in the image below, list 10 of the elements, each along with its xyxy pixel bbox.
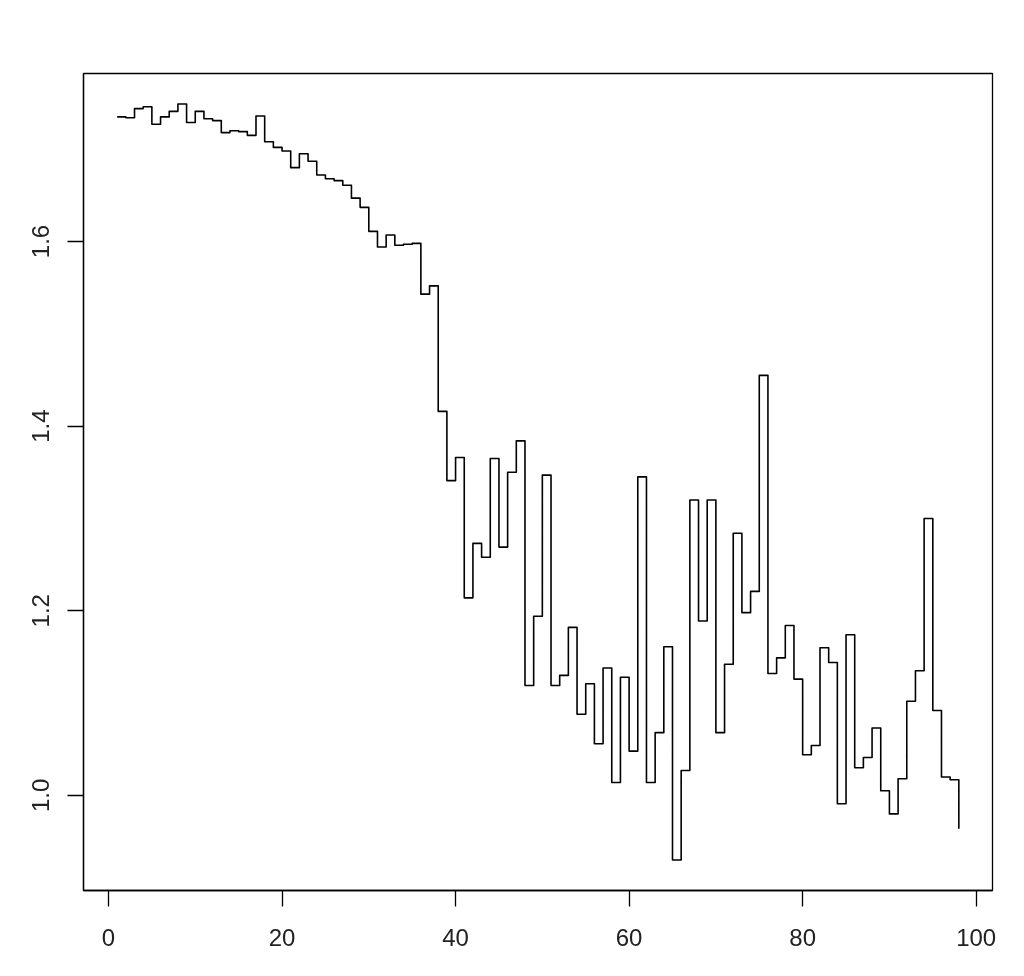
- y-tick-label: 1.6: [27, 224, 55, 259]
- x-tick-label: 40: [442, 923, 469, 951]
- x-tick-label: 80: [789, 923, 816, 951]
- y-tick-label: 1.0: [27, 778, 55, 813]
- x-tick-label: 0: [101, 923, 116, 951]
- y-tick-label: 1.2: [27, 594, 55, 628]
- x-tick-label: 20: [268, 923, 296, 951]
- x-tick-label: 100: [956, 923, 997, 951]
- x-tick-label: 60: [615, 923, 643, 951]
- y-tick-label: 1.4: [27, 409, 55, 443]
